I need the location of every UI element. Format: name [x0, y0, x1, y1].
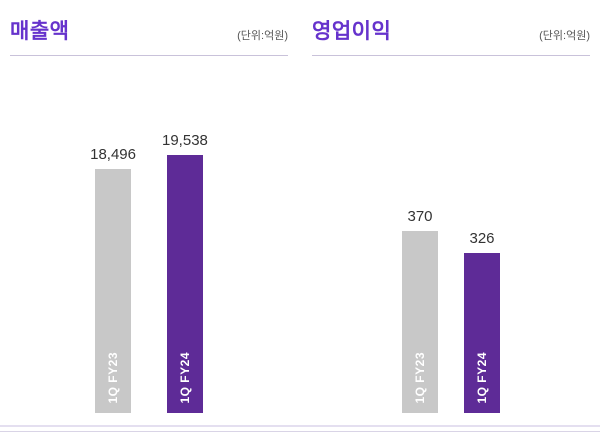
charts-row: 매출액 (단위:억원) 18,496 1Q FY23 19,538 1Q FY2…	[10, 14, 590, 413]
revenue-plot: 18,496 1Q FY23 19,538 1Q FY24	[10, 56, 288, 413]
bar-group: 370 1Q FY23	[402, 208, 438, 413]
revenue-chart-header: 매출액 (단위:억원)	[10, 14, 288, 56]
bar-value-label: 370	[407, 208, 433, 225]
operating-profit-chart-title: 영업이익	[312, 20, 392, 43]
revenue-bar-1q-fy24: 1Q FY24	[166, 155, 203, 413]
bar-value-label: 19,538	[162, 132, 208, 149]
revenue-chart-title: 매출액	[10, 20, 70, 43]
bar-category-label: 1Q FY23	[413, 352, 427, 404]
bar-group: 326 1Q FY24	[464, 230, 500, 413]
bar-group: 18,496 1Q FY23	[90, 146, 136, 413]
revenue-chart-panel: 매출액 (단위:억원) 18,496 1Q FY23 19,538 1Q FY2…	[10, 14, 288, 413]
revenue-unit-label: (단위:억원)	[237, 30, 288, 42]
operating-profit-unit-label: (단위:억원)	[539, 30, 590, 42]
bar-group: 19,538 1Q FY24	[162, 132, 208, 413]
bar-value-label: 326	[469, 230, 495, 247]
bar-category-label: 1Q FY23	[106, 352, 121, 404]
operating-profit-bar-1q-fy24: 1Q FY24	[464, 253, 500, 413]
operating-profit-bar-1q-fy23: 1Q FY23	[402, 231, 438, 413]
bar-category-label: 1Q FY24	[177, 352, 192, 404]
operating-profit-chart-panel: 영업이익 (단위:억원) 370 1Q FY23 326 1Q FY24	[312, 14, 590, 413]
bar-category-label: 1Q FY24	[475, 352, 489, 404]
section-divider	[0, 425, 600, 427]
operating-profit-chart-header: 영업이익 (단위:억원)	[312, 14, 590, 56]
revenue-bar-1q-fy23: 1Q FY23	[95, 169, 132, 413]
bar-value-label: 18,496	[90, 146, 136, 163]
operating-profit-plot: 370 1Q FY23 326 1Q FY24	[312, 56, 590, 413]
